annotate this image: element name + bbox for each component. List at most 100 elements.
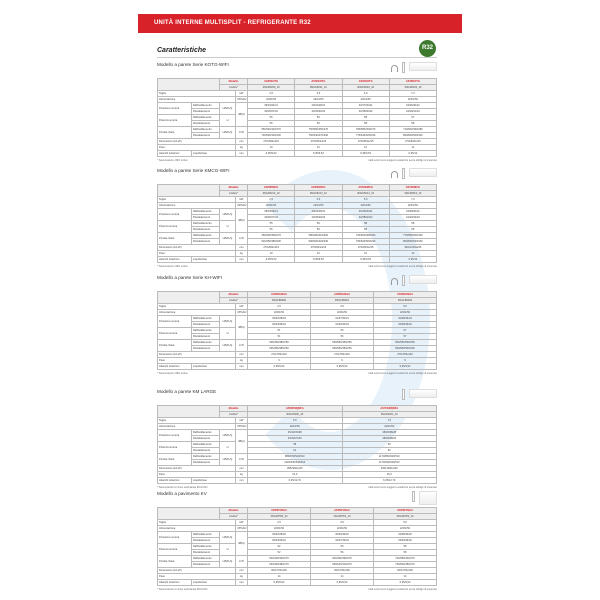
spec-value: 6,35/9,52 [310, 579, 374, 586]
qualifier: H/M/L/Q [219, 339, 236, 352]
product-section: Modello a parete Serie KOTG-WIFI Modello A… [157, 62, 438, 162]
disclaimer: I dati tecnici sono soggetti a variazion… [367, 588, 437, 591]
unit: dB(A) [235, 429, 248, 454]
indoor-unit-icon [409, 168, 437, 177]
row-label: Attacchi tubazioni [157, 150, 192, 157]
row-label: Pressione sonora [157, 315, 192, 328]
section-footer: * Telecomando e WiFi inclusi I dati tecni… [157, 159, 437, 162]
row-label: Pressione sonora [157, 429, 192, 442]
disclaimer: I dati tecnici sono soggetti a variazion… [367, 159, 437, 162]
spec-table: Modello AS25KMCG AS35KMCG AS50KMCG AS70KMCG C… [157, 184, 438, 263]
product-section: Modello a pavimento KV Modello AS25KVNGA AS… [157, 491, 437, 591]
section-footer: * Telecomando con timer settimanale INCL… [157, 588, 437, 591]
row-label: Portata d'aria [157, 453, 192, 466]
spec-value: 6,35/9,52 [246, 256, 296, 263]
spec-value: 6,35/12 [388, 150, 438, 157]
row-label: Potenza sonora [157, 220, 192, 233]
spec-value: 6,35/9,52 [294, 150, 343, 157]
indoor-unit-icon [409, 275, 437, 284]
header-blank [157, 184, 220, 197]
unit: mm [235, 256, 248, 263]
disclaimer: I dati tecnici sono soggetti a variazion… [367, 265, 437, 268]
row-label: Potenza sonora [157, 441, 192, 454]
spec-value: 6,35/12,70 [247, 477, 343, 484]
divider [157, 57, 437, 58]
floor-unit-icon [419, 491, 437, 505]
qualifier: H/M/L/Q [219, 531, 236, 544]
unit: dB(A) [235, 531, 248, 556]
row-label: Portata d'aria [157, 126, 192, 139]
row-label: Potenza sonora [157, 543, 192, 556]
footnote: * Telecomando con timer settimanale INCL… [157, 588, 208, 591]
qualifier: H [219, 220, 236, 233]
qualifier: H/M/L/Q [219, 429, 236, 442]
spec-value: 6,35/12,70 [341, 477, 437, 484]
row-label: Attacchi tubazioni [157, 477, 192, 484]
unit: dB(A) [235, 315, 248, 340]
indoor-unit-icon [409, 62, 437, 71]
indoor-unit-icon [409, 389, 437, 398]
product-section: Modello a parete Serie KH-WIFI Modello AS2… [157, 275, 437, 375]
spec-value: 6,35/9,52 [246, 150, 296, 157]
spec-table: Modello AS50KMQNFA AS70KMQNFA Codice* 3NGF92… [157, 405, 437, 484]
section-title: Modello a parete KM LARGE [157, 389, 217, 394]
page-heading: Caratteristiche [157, 47, 207, 54]
unit: mm [235, 579, 248, 586]
row-label: Pressione sonora [157, 102, 192, 115]
unit: mm [235, 150, 248, 157]
row-label: Potenza sonora [157, 327, 192, 340]
footnote: * Telecomando e WiFi inclusi [157, 265, 188, 268]
unit: V/Ph/Hz [235, 423, 248, 430]
unit: V/Ph/Hz [235, 202, 248, 209]
product-section: Modello a parete KM LARGE Modello AS50KMQN… [157, 389, 437, 489]
unit: m³/h [235, 232, 248, 245]
section-title: Modello a parete Serie KOTG-WIFI [157, 62, 229, 67]
product-section: Modello a parete Serie KMCG-WIFI Modello A… [157, 168, 438, 268]
section-title: Modello a parete Serie KH-WIFI [157, 275, 223, 280]
qualifier: H [219, 327, 236, 340]
row-label: Potenza sonora [157, 114, 192, 127]
section-title: Modello a parete Serie KMCG-WIFI [157, 168, 230, 173]
remote-icon [402, 62, 405, 73]
spec-value: 6,35/9,52 [341, 256, 390, 263]
header-blank [157, 507, 220, 520]
spec-value: 6,35/9,52 [247, 363, 311, 370]
spec-table: Modello AS25KHNGA AS35KHNGA AS50KHNGA Codice… [157, 291, 437, 370]
qualifier: H [219, 543, 236, 556]
sub-label: Liquido/Gas [191, 363, 236, 370]
row-label: Portata d'aria [157, 339, 192, 352]
sub-label: Liquido/Gas [191, 579, 236, 586]
row-label: Attacchi tubazioni [157, 579, 192, 586]
page-banner: UNITÀ INTERNE MULTISPLIT - REFRIGERANTE … [138, 14, 462, 33]
unit: V/Ph/Hz [235, 96, 248, 103]
row-label: Attacchi tubazioni [157, 363, 192, 370]
unit: m³/h [235, 453, 248, 466]
section-title: Modello a pavimento KV [157, 491, 207, 496]
r32-badge: R32 [419, 40, 436, 57]
sub-label: Liquido/Gas [191, 150, 236, 157]
unit: dB(A) [235, 102, 248, 127]
remote-icon [402, 275, 405, 286]
spec-value: 6,35/9,52 [294, 256, 343, 263]
spec-table: Modello AS25KOTG AS35KOTG AS50KOTG AS70KOTG C… [157, 78, 438, 157]
unit: dB(A) [235, 208, 248, 233]
spec-value: 6,35/9,52 [373, 579, 437, 586]
header-blank [157, 78, 220, 91]
spec-value: 6,35/9,52 [247, 579, 311, 586]
row-label: Portata d'aria [157, 555, 192, 568]
section-footer: * Telecomando e WiFi inclusi I dati tecni… [157, 265, 437, 268]
wifi-icon [391, 278, 398, 285]
header-blank [157, 405, 220, 418]
qualifier: H/M/L/Q [219, 126, 236, 139]
remote-icon [402, 168, 405, 179]
footnote: * Telecomando e WiFi inclusi [157, 372, 188, 375]
spec-value: 6,35/9,52 [310, 363, 374, 370]
spec-table: Modello AS25KVNGA AS35KVNGA AS50KVNGA Codice… [157, 507, 437, 586]
row-label: Pressione sonora [157, 531, 192, 544]
section-footer: * Telecomando con timer settimanale INCL… [157, 486, 437, 489]
spec-value: 6,35/9,52 [341, 150, 390, 157]
disclaimer: I dati tecnici sono soggetti a variazion… [367, 486, 437, 489]
remote-icon [402, 389, 405, 400]
qualifier: H [219, 114, 236, 127]
unit: V/Ph/Hz [235, 525, 248, 532]
